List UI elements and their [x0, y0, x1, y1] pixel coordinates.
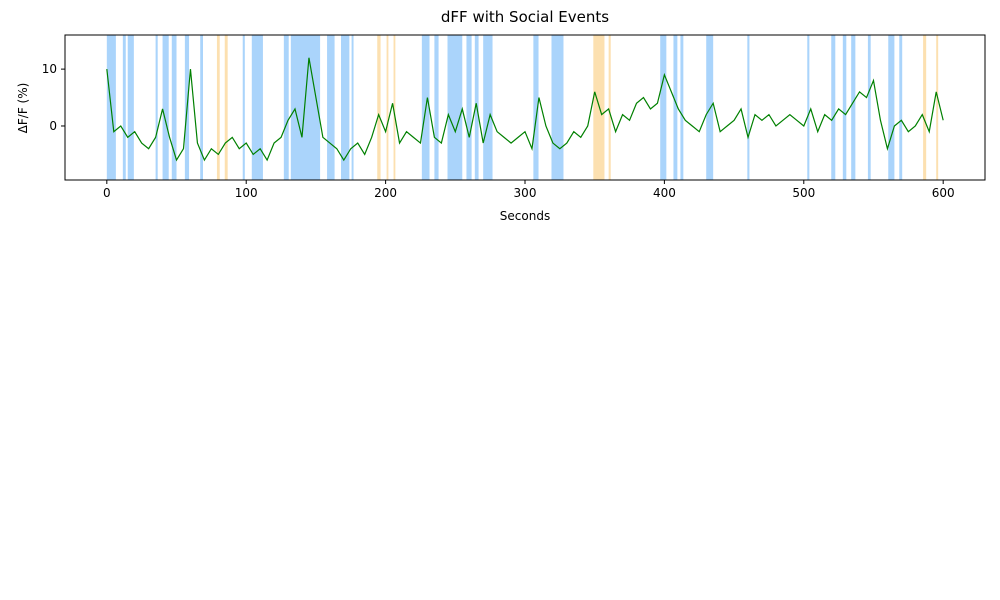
event-span	[673, 35, 678, 180]
event-span	[386, 35, 389, 180]
event-span	[200, 35, 203, 180]
x-tick-label: 400	[653, 186, 676, 200]
plot-area	[106, 35, 944, 180]
event-span	[377, 35, 381, 180]
x-tick-label: 500	[792, 186, 815, 200]
event-span	[851, 35, 856, 180]
event-span	[608, 35, 611, 180]
event-span	[831, 35, 836, 180]
y-tick-label: 10	[42, 62, 57, 76]
event-span	[224, 35, 228, 180]
event-span	[923, 35, 927, 180]
event-span	[747, 35, 750, 180]
event-span	[393, 35, 396, 180]
event-span	[434, 35, 439, 180]
event-span	[242, 35, 245, 180]
data-line	[106, 57, 944, 162]
event-span	[171, 35, 177, 180]
event-span	[807, 35, 810, 180]
event-span	[842, 35, 847, 180]
event-span	[216, 35, 220, 180]
event-span	[155, 35, 158, 180]
event-span	[127, 35, 134, 180]
x-tick-label: 300	[514, 186, 537, 200]
event-span	[936, 35, 939, 180]
event-span	[283, 35, 289, 180]
event-span	[251, 35, 263, 180]
event-span	[706, 35, 714, 180]
y-tick-label: 0	[49, 119, 57, 133]
event-span	[447, 35, 463, 180]
event-span	[888, 35, 895, 180]
event-span	[551, 35, 564, 180]
event-span	[899, 35, 903, 180]
event-span	[327, 35, 335, 180]
event-span	[660, 35, 667, 180]
y-axis-label: ΔF/F (%)	[16, 83, 30, 134]
x-axis-label: Seconds	[500, 209, 550, 223]
event-span	[533, 35, 539, 180]
x-tick-label: 200	[374, 186, 397, 200]
event-span	[483, 35, 493, 180]
x-tick-label: 100	[235, 186, 258, 200]
event-span	[162, 35, 169, 180]
event-span	[290, 35, 321, 180]
event-span	[351, 35, 354, 180]
event-span	[466, 35, 472, 180]
event-span	[867, 35, 871, 180]
chart-title: dFF with Social Events	[441, 8, 609, 26]
event-span	[680, 35, 684, 180]
event-span	[122, 35, 126, 180]
x-tick-label: 0	[103, 186, 111, 200]
event-span	[341, 35, 350, 180]
x-tick-label: 600	[932, 186, 955, 200]
